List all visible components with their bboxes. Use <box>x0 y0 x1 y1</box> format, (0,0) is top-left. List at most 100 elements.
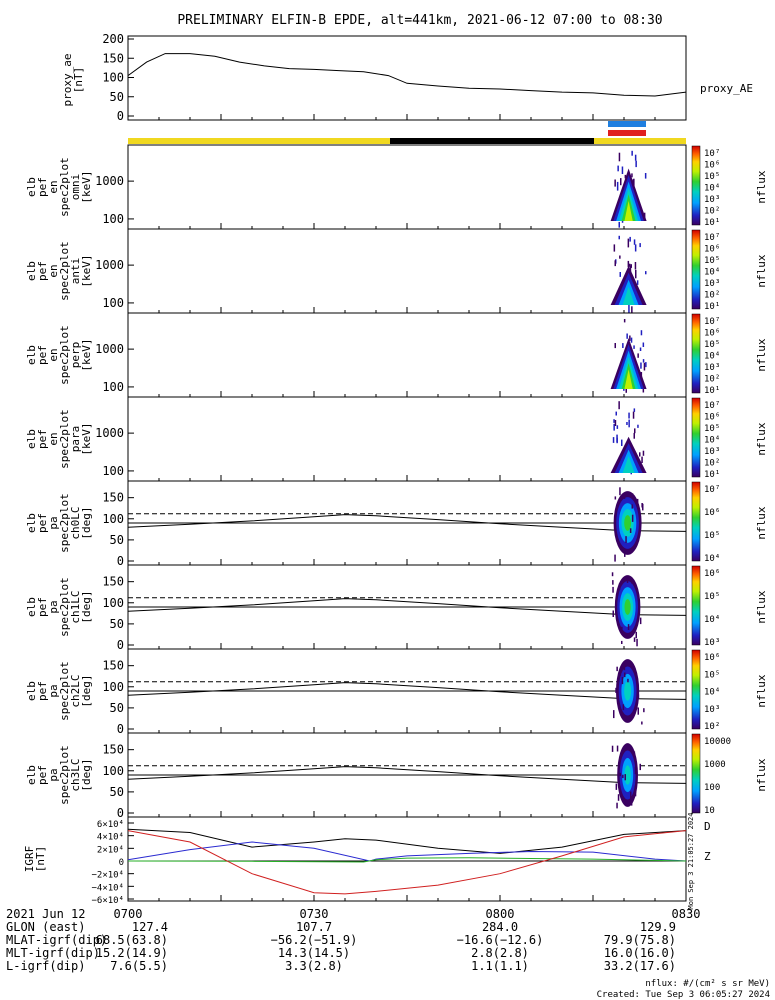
pa_ch1-speckle <box>639 617 642 625</box>
pa_ch3-ylabel-3: spec2plot <box>58 745 71 805</box>
en_omni-colorbar-tick: 10⁶ <box>704 161 720 171</box>
en_anti-ylabel-2: en <box>47 264 60 277</box>
en_para-ylabel-0: elb <box>25 429 38 449</box>
en_anti-speckle <box>627 260 630 268</box>
pa_ch0-colorbar-tick: 10⁷ <box>704 485 720 495</box>
en_omni-speckle <box>624 174 627 179</box>
en_anti-speckle <box>636 280 639 285</box>
en_para-colorbar-tick: 10⁷ <box>704 401 720 411</box>
pa_ch2-ytick-label: 50 <box>110 701 124 715</box>
en_perp-colorbar-tick: 10² <box>704 375 720 385</box>
en_perp-speckle <box>614 343 616 349</box>
en_anti-speckle <box>628 304 630 313</box>
en_omni-frame <box>127 144 687 230</box>
pa_ch1-ylabel-1: pef <box>36 597 49 617</box>
pa_ch3-ylabel-4: ch3LC <box>69 758 82 791</box>
en_para-speckle <box>637 424 639 428</box>
ephem-row-value: 14.3(14.5) <box>278 946 350 960</box>
grf-side-note: Mon Sep 3 21:05:27 2024 <box>687 813 695 910</box>
plot-title: PRELIMINARY ELFIN-B EPDE, alt=441km, 202… <box>177 13 662 28</box>
en_para-ylabel-5: [keV] <box>80 422 93 455</box>
pa_ch1-speckle <box>635 631 637 639</box>
en_perp-colorbar-tick: 10⁷ <box>704 317 720 327</box>
burst-marker-blue <box>608 121 646 127</box>
pa_ch3-speckle <box>611 745 614 752</box>
pa_ch3-speckle <box>616 802 618 809</box>
en_omni-speckle <box>616 181 619 191</box>
grf-ytick-label: 4×10⁴ <box>97 833 124 843</box>
en_omni-ylabel-2: en <box>47 180 60 193</box>
pa_ch0-speckle <box>623 493 626 499</box>
en_anti-colorbar-tick: 10⁶ <box>704 245 720 255</box>
region-bar <box>128 121 686 144</box>
en_anti-colorbar <box>691 229 701 310</box>
pa_ch1-speckle <box>612 580 614 585</box>
pa_ch1-colorbar-tick: 10⁵ <box>704 592 720 602</box>
pa_ch0-panel: 10⁷ 10⁶ 10⁵ 10⁴ nflux 150 100 50 0 elbpefpaspec2p… <box>25 480 768 568</box>
en_perp-colorbar-tick: 10¹ <box>704 386 720 396</box>
pa_ch3-ytick-label: 150 <box>102 743 124 757</box>
pa_ch1-ylabel-5: [deg] <box>80 590 93 623</box>
pa_ch1-speckle <box>636 638 638 647</box>
pa_ch3-panel: 10000 1000 100 10 nflux 150 100 50 0 elbpefpaspec… <box>25 732 768 820</box>
ephem-row-value: 1.1(1.1) <box>471 959 529 973</box>
en_para-speckle <box>628 419 630 428</box>
en_perp-ytick-label: 1000 <box>95 342 124 356</box>
en_anti-speckle <box>630 264 632 268</box>
en_anti-speckle <box>619 272 621 277</box>
ephem-row-label: MLAT-igrf(dip) <box>6 933 107 947</box>
en_para-colorbar <box>691 397 701 478</box>
ephem-row-value: −16.6(−12.6) <box>457 933 544 947</box>
pa_ch0-colorbar-label: nflux <box>755 506 768 539</box>
en_perp-speckle <box>640 330 643 336</box>
pa_ch1-ytick-label: 150 <box>102 575 124 589</box>
pa_ch3-colorbar-tick: 100 <box>704 783 720 793</box>
pa_ch1-speckle <box>612 586 614 593</box>
pa_ch3-speckle <box>634 766 637 775</box>
en_anti-colorbar-tick: 10⁵ <box>704 256 720 266</box>
en_perp-colorbar <box>691 313 701 394</box>
en_omni-speckle <box>618 152 621 162</box>
pa_ch3-colorbar-tick: 1000 <box>704 760 726 770</box>
ephem-row-value: 79.9(75.8) <box>604 933 676 947</box>
en_omni-speckle <box>631 150 633 156</box>
en_omni-colorbar-tick: 10² <box>704 207 720 217</box>
pa_ch3-colorbar-tick: 10 <box>704 806 715 816</box>
pa_ch0-speckle <box>614 554 616 562</box>
en_anti-speckle <box>631 306 633 314</box>
pa_ch2-speckle <box>615 687 617 693</box>
ae-ytick-label: 200 <box>102 32 124 46</box>
ephem-row-value: 16.0(16.0) <box>604 946 676 960</box>
pa_ch1-speckle <box>627 624 630 630</box>
en_para-ylabel-4: para <box>69 426 82 453</box>
ephem-row-value: 33.2(17.6) <box>604 959 676 973</box>
en_anti-flux-layer <box>622 286 635 305</box>
grf-ytick-label: −6×10⁴ <box>91 896 124 906</box>
pa_ch2-speckle <box>616 666 618 672</box>
pa_ch0-colorbar-tick: 10⁶ <box>704 508 720 518</box>
grf-legend-z: Z <box>704 850 711 863</box>
pa_ch2-ylabel-0: elb <box>25 681 38 701</box>
pa_ch1-speckle <box>612 610 614 617</box>
en_anti-colorbar-label: nflux <box>755 254 768 287</box>
en_omni-ytick-label: 100 <box>102 212 124 226</box>
en_perp-speckle <box>637 353 639 358</box>
pa_ch0-loss-cone-line <box>127 514 687 532</box>
pa_ch2-colorbar-tick: 10⁵ <box>704 670 720 680</box>
pa_ch2-speckle <box>623 665 626 671</box>
pa_ch3-speckle <box>633 751 636 755</box>
en_anti-speckle <box>627 238 630 248</box>
time-label: 0830 <box>672 907 701 921</box>
pa_ch1-colorbar-tick: 10⁴ <box>704 615 720 625</box>
en_perp-speckle <box>642 387 645 393</box>
en_para-speckle <box>642 450 645 456</box>
pa_ch1-loss-cone-line <box>127 598 687 616</box>
en_omni-colorbar-label: nflux <box>755 170 768 203</box>
en_perp-speckle <box>626 333 628 339</box>
pa_ch2-panel: 10⁶ 10⁵ 10⁴ 10³ 10² nflux 150 100 50 0 elbpefpaspe… <box>25 648 768 736</box>
pa_ch1-panel: 10⁶ 10⁵ 10⁴ 10³ nflux 150 100 50 0 elbpefpaspec2p… <box>25 564 768 652</box>
en_para-speckle <box>634 428 636 434</box>
en_para-colorbar-tick: 10³ <box>704 447 720 457</box>
